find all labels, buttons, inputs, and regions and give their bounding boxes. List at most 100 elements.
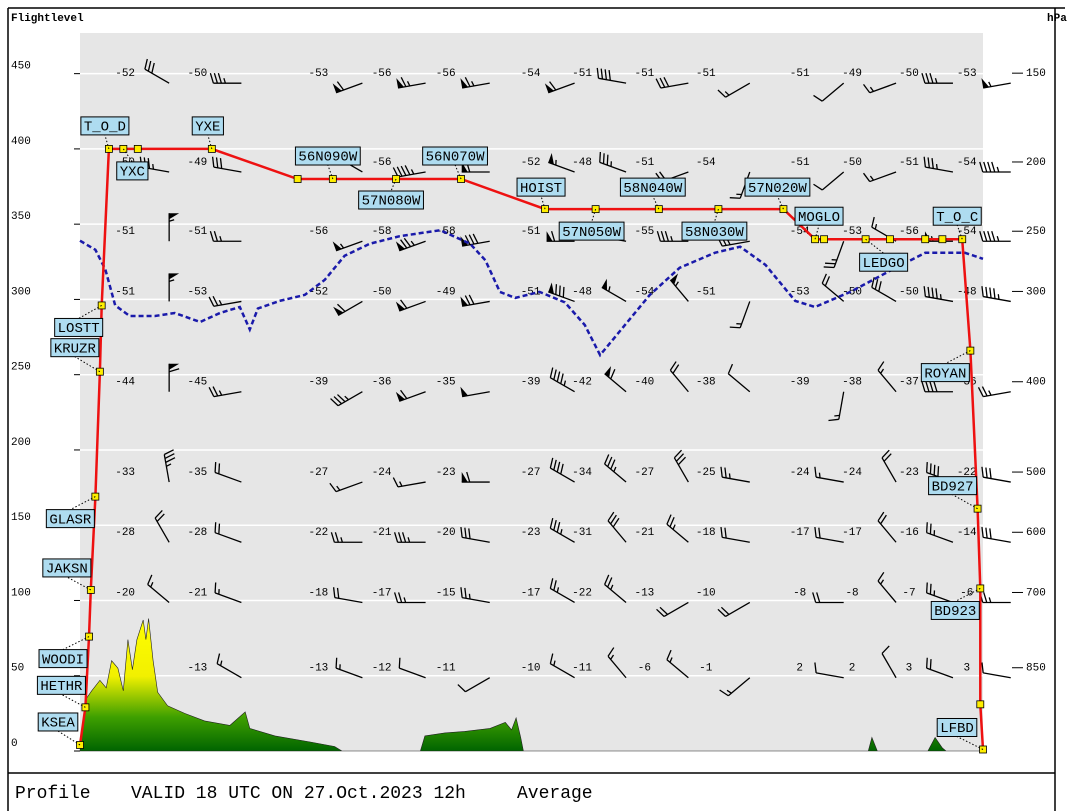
temperature: -6 bbox=[960, 587, 973, 599]
barb-feather bbox=[921, 72, 926, 84]
wind-barb bbox=[601, 278, 627, 302]
barb-half-feather bbox=[410, 169, 415, 175]
barb-staff bbox=[147, 583, 170, 603]
barb-half-feather bbox=[939, 294, 942, 300]
waypoint-marker bbox=[820, 235, 828, 244]
barb-feather bbox=[720, 606, 730, 615]
waypoint-label: HOIST bbox=[520, 181, 562, 197]
barb-flag bbox=[395, 391, 405, 402]
temperature: -50 bbox=[842, 286, 862, 298]
label-leader bbox=[540, 195, 546, 210]
label-leader bbox=[952, 494, 978, 510]
barb-feather bbox=[871, 216, 875, 228]
barb-feather bbox=[717, 608, 726, 617]
waypoint-label: GLASR bbox=[49, 512, 92, 528]
wind-barb bbox=[209, 72, 242, 84]
label-leader bbox=[390, 178, 397, 192]
temperature: -51 bbox=[187, 226, 207, 238]
wind-barb bbox=[981, 286, 1011, 303]
wind-barb bbox=[163, 449, 176, 483]
wind-barb bbox=[396, 77, 426, 89]
wind-barb bbox=[720, 466, 750, 483]
temperature: -53 bbox=[308, 68, 328, 80]
wind-barb bbox=[981, 662, 1011, 679]
waypoint-label-box bbox=[930, 600, 980, 620]
label-leader bbox=[955, 587, 981, 602]
barb-feather bbox=[987, 161, 992, 173]
barb-half-feather bbox=[410, 240, 415, 246]
wind-barb bbox=[604, 366, 627, 393]
temperature: -51 bbox=[696, 68, 716, 80]
barb-half-feather bbox=[560, 529, 563, 535]
wind-barb bbox=[871, 277, 897, 302]
barb-flag bbox=[333, 306, 344, 316]
barb-staff bbox=[816, 536, 844, 543]
wind-barb bbox=[719, 677, 751, 697]
temperature: -27 bbox=[308, 467, 328, 479]
barb-staff bbox=[877, 580, 897, 603]
waypoint-label-box bbox=[191, 116, 224, 136]
label-leader bbox=[104, 134, 110, 150]
barb-feather bbox=[464, 295, 471, 306]
barb-staff bbox=[462, 596, 490, 604]
barb-feather bbox=[400, 239, 408, 249]
barb-feather bbox=[877, 361, 885, 371]
waypoint-label: 56N090W bbox=[298, 150, 357, 166]
temperature: -53 bbox=[957, 68, 977, 80]
barb-feather bbox=[396, 166, 403, 177]
wind-barb bbox=[921, 72, 953, 84]
barb-half-feather bbox=[727, 239, 731, 245]
label-leader bbox=[945, 350, 971, 365]
waypoint-label: YXE bbox=[195, 120, 220, 136]
waypoint-label: WOODI bbox=[42, 652, 84, 668]
barb-feather bbox=[337, 394, 346, 403]
barb-staff bbox=[983, 536, 1011, 543]
barb-feather bbox=[154, 509, 163, 519]
wind-barb bbox=[392, 165, 426, 178]
waypoint-marker bbox=[886, 235, 894, 244]
wind-barb bbox=[461, 471, 490, 483]
y2-tick-label: 850 bbox=[1026, 663, 1046, 675]
barb-feather bbox=[824, 276, 831, 287]
wind-barb bbox=[814, 466, 844, 483]
barb-staff bbox=[821, 171, 845, 191]
temperature: -58 bbox=[372, 226, 392, 238]
barb-feather bbox=[985, 286, 988, 298]
barb-feather bbox=[549, 457, 554, 469]
barb-feather bbox=[814, 662, 817, 673]
barb-half-feather bbox=[407, 537, 411, 543]
barb-half-feather bbox=[935, 163, 938, 170]
barb-half-feather bbox=[724, 91, 730, 96]
waypoint-label: T_O_C bbox=[936, 210, 978, 226]
waypoint-label-box bbox=[45, 509, 95, 529]
barb-feather bbox=[666, 514, 672, 525]
temperature: -22 bbox=[957, 467, 977, 479]
wind-barb bbox=[214, 462, 242, 483]
barb-half-feather bbox=[988, 81, 992, 87]
barb-staff bbox=[154, 517, 170, 543]
barb-staff bbox=[925, 166, 954, 173]
y2-tick-label: 700 bbox=[1026, 587, 1046, 599]
temperature: -51 bbox=[790, 68, 810, 80]
wind-barb bbox=[395, 389, 426, 402]
waypoint-label: BD923 bbox=[934, 604, 976, 620]
wind-barb bbox=[981, 78, 1011, 89]
wind-barb bbox=[717, 82, 751, 98]
barb-feather bbox=[213, 231, 219, 242]
barb-staff bbox=[816, 476, 844, 483]
barb-feather bbox=[987, 231, 992, 242]
barb-feather bbox=[669, 516, 675, 528]
barb-feather bbox=[163, 449, 174, 456]
barb-feather bbox=[881, 449, 890, 459]
barb-staff bbox=[666, 659, 689, 679]
barb-feather bbox=[549, 367, 554, 378]
barb-feather bbox=[816, 592, 821, 603]
barb-feather bbox=[675, 453, 685, 462]
barb-flag bbox=[395, 241, 405, 251]
barb-feather bbox=[393, 532, 399, 543]
barb-staff bbox=[550, 663, 575, 679]
barb-feather bbox=[608, 69, 611, 81]
wind-barb bbox=[549, 578, 575, 604]
label-leader bbox=[956, 225, 963, 240]
barb-feather bbox=[983, 161, 988, 173]
